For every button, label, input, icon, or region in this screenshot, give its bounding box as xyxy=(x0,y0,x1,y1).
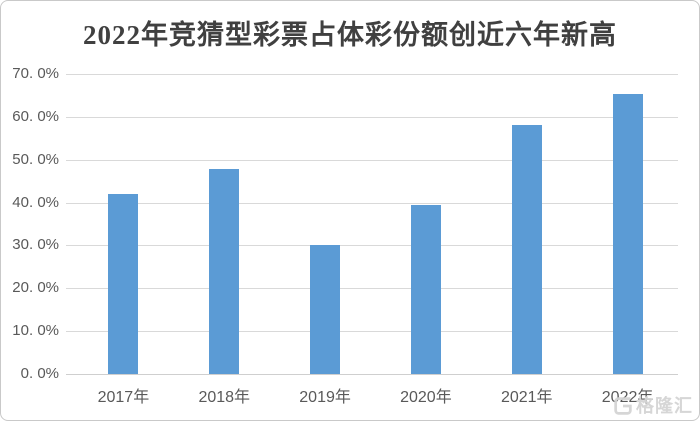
y-axis-tick-label: 60. 0% xyxy=(12,107,59,125)
x-axis-tick-label: 2018年 xyxy=(198,389,251,406)
gridline xyxy=(66,288,678,290)
bar-2022年 xyxy=(612,94,643,374)
gridline xyxy=(66,202,678,204)
watermark: 格隆汇 xyxy=(612,395,693,417)
x-axis-tick-label: 2020年 xyxy=(400,389,452,406)
y-axis-tick-label: 70. 0% xyxy=(12,65,59,82)
bar-2019年 xyxy=(310,245,341,374)
chart-title: 2022年竞猜型彩票占体彩份额创近六年新高 xyxy=(83,20,617,50)
y-axis-tick-label: 20. 0% xyxy=(12,279,59,297)
x-axis-tick-label: 2019年 xyxy=(299,389,351,406)
y-axis-tick-label: 10. 0% xyxy=(12,322,59,340)
gridline xyxy=(66,374,678,375)
gridline xyxy=(66,245,678,247)
bar-2018年 xyxy=(209,169,240,374)
gridline xyxy=(66,74,678,75)
x-axis: 2017年 2018年 2019年 2020年 2021年 2022年 xyxy=(73,385,678,411)
y-axis-tick-label: 0. 0% xyxy=(20,365,59,382)
bar-2020年 xyxy=(410,204,441,374)
bar-2021年 xyxy=(511,125,542,374)
y-axis-tick-label: 40. 0% xyxy=(12,193,59,211)
gelonghui-logo-icon xyxy=(614,397,632,415)
x-axis-tick-label: 2021年 xyxy=(500,389,553,406)
gridline xyxy=(66,159,678,161)
gridline xyxy=(66,331,678,333)
y-axis-tick-label: 50. 0% xyxy=(12,150,59,168)
watermark-text: 格隆汇 xyxy=(636,396,693,416)
plot-area xyxy=(66,74,678,375)
bar-2017年 xyxy=(108,194,139,374)
x-axis-tick-label: 2017年 xyxy=(97,389,150,406)
y-axis-tick-label: 30. 0% xyxy=(12,236,59,254)
gridline xyxy=(66,116,678,118)
